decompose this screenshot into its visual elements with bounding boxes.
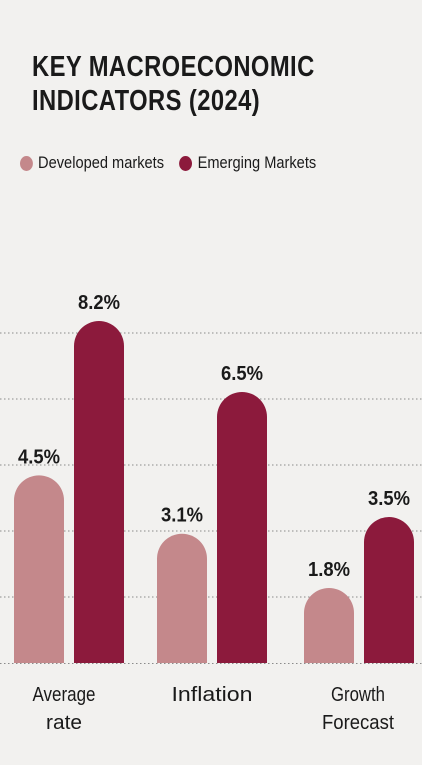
chart-title-line-1: KEY MACROECONOMIC bbox=[32, 51, 315, 83]
bar-emerging-0 bbox=[74, 321, 124, 663]
bar-developed-2 bbox=[304, 587, 354, 663]
data-label: 1.8% bbox=[308, 559, 350, 581]
data-label: 3.1% bbox=[161, 505, 203, 527]
bar-emerging-2 bbox=[364, 517, 414, 663]
legend-swatch-emerging bbox=[179, 155, 193, 171]
bar-developed-0 bbox=[14, 475, 64, 663]
data-label: 8.2% bbox=[78, 292, 120, 314]
category-label: Inflation bbox=[172, 684, 253, 706]
chart-title: KEY MACROECONOMIC INDICATORS (2024) bbox=[32, 50, 315, 118]
bar-emerging-1 bbox=[216, 391, 267, 663]
data-label: 4.5% bbox=[18, 446, 60, 468]
data-label: 3.5% bbox=[368, 488, 410, 510]
legend-item-developed: Developed markets bbox=[20, 152, 164, 174]
legend-label-emerging: Emerging Markets bbox=[197, 153, 317, 172]
legend-swatch-developed bbox=[20, 155, 33, 171]
legend: Developed markets Emerging Markets bbox=[20, 152, 332, 174]
data-label: 6.5% bbox=[221, 363, 263, 385]
category-label: rate bbox=[46, 712, 82, 734]
legend-label-developed: Developed markets bbox=[38, 153, 165, 172]
chart-title-line-2: INDICATORS (2024) bbox=[32, 85, 261, 117]
category-label: Forecast bbox=[322, 712, 394, 734]
category-label: Average bbox=[33, 684, 96, 706]
category-label: Growth bbox=[331, 684, 385, 706]
bar-developed-1 bbox=[157, 533, 207, 663]
legend-item-emerging: Emerging Markets bbox=[179, 152, 317, 174]
